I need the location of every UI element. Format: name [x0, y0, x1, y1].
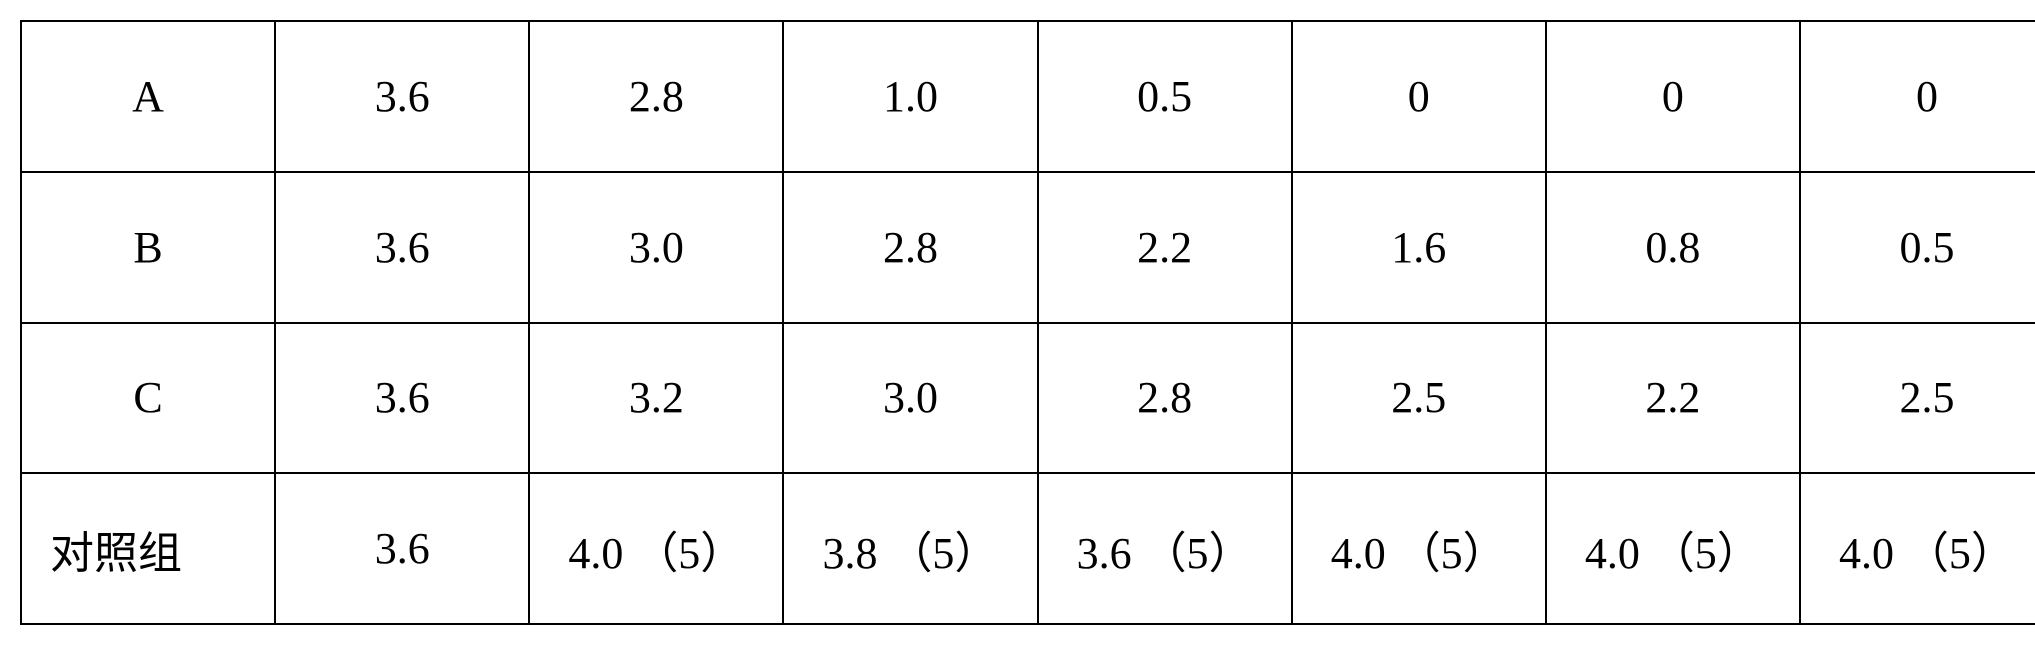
table-cell: 0.5 — [1800, 172, 2035, 323]
table-cell: 2.5 — [1800, 323, 2035, 474]
table-cell: 2.5 — [1292, 323, 1546, 474]
table-cell: 3.8 （5） — [783, 473, 1037, 624]
table-cell: 2.2 — [1546, 323, 1800, 474]
row-label: 对照组 — [21, 473, 275, 624]
table-cell: 3.6 — [275, 323, 529, 474]
table-cell: 3.6 （5） — [1038, 473, 1292, 624]
table-row: A 3.6 2.8 1.0 0.5 0 0 0 — [21, 21, 2035, 172]
table-cell: 3.0 — [529, 172, 783, 323]
table-cell: 4.0 （5） — [1292, 473, 1546, 624]
table-row: B 3.6 3.0 2.8 2.2 1.6 0.8 0.5 — [21, 172, 2035, 323]
table-row: 对照组 3.6 4.0 （5） 3.8 （5） 3.6 （5） 4.0 （5） … — [21, 473, 2035, 624]
table-cell: 0 — [1292, 21, 1546, 172]
table-row: C 3.6 3.2 3.0 2.8 2.5 2.2 2.5 — [21, 323, 2035, 474]
table-cell: 0.8 — [1546, 172, 1800, 323]
table-cell: 3.0 — [783, 323, 1037, 474]
table-cell: 2.2 — [1038, 172, 1292, 323]
table-cell: 1.6 — [1292, 172, 1546, 323]
table-cell: 0 — [1800, 21, 2035, 172]
table-cell: 4.0 （5） — [1546, 473, 1800, 624]
row-label: C — [21, 323, 275, 474]
table-cell: 2.8 — [1038, 323, 1292, 474]
row-label: A — [21, 21, 275, 172]
data-table-container: A 3.6 2.8 1.0 0.5 0 0 0 B 3.6 3.0 2.8 2.… — [20, 20, 2035, 625]
table-cell: 2.8 — [529, 21, 783, 172]
table-cell: 3.2 — [529, 323, 783, 474]
table-cell: 4.0 （5） — [1800, 473, 2035, 624]
table-cell: 3.6 — [275, 473, 529, 624]
table-cell: 0 — [1546, 21, 1800, 172]
table-cell: 4.0 （5） — [529, 473, 783, 624]
data-table: A 3.6 2.8 1.0 0.5 0 0 0 B 3.6 3.0 2.8 2.… — [20, 20, 2035, 625]
table-cell: 3.6 — [275, 172, 529, 323]
row-label: B — [21, 172, 275, 323]
table-cell: 0.5 — [1038, 21, 1292, 172]
table-cell: 1.0 — [783, 21, 1037, 172]
table-cell: 2.8 — [783, 172, 1037, 323]
table-cell: 3.6 — [275, 21, 529, 172]
